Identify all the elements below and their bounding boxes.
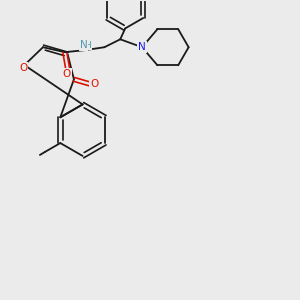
Text: O: O [90, 79, 98, 89]
Text: O: O [19, 63, 28, 73]
Text: H: H [84, 41, 91, 50]
Text: O: O [63, 69, 71, 79]
Text: N: N [80, 40, 88, 50]
Text: N: N [138, 42, 146, 52]
